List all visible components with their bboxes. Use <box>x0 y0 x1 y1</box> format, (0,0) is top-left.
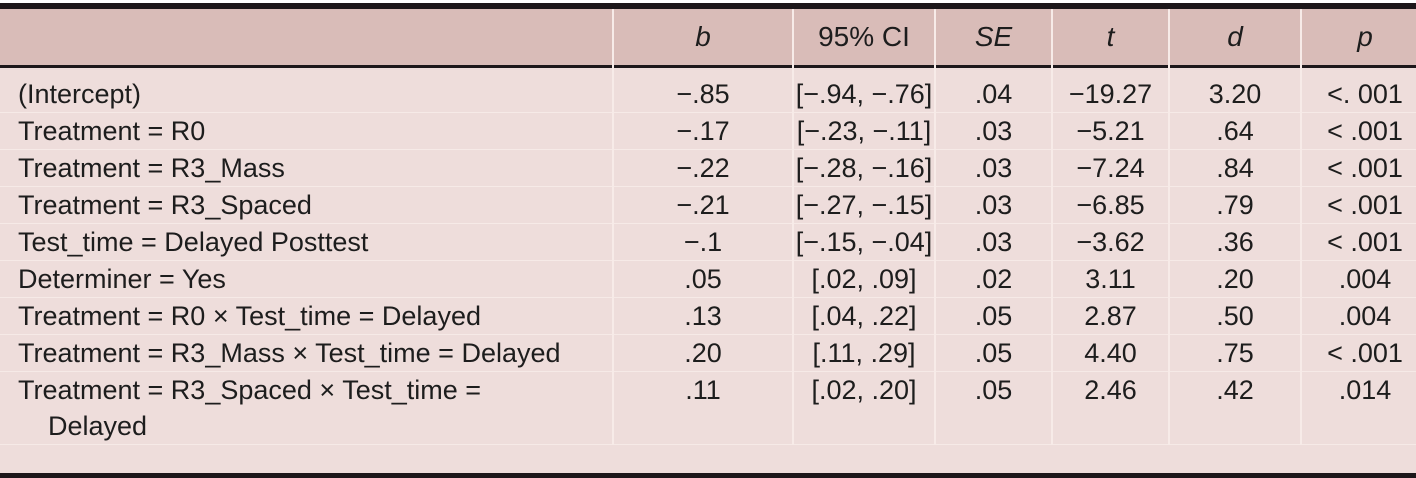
p-value-cell: < .001 <box>1302 150 1416 187</box>
ci-value-cell: [−.28, −.16] <box>794 150 934 187</box>
header-t: t <box>1053 9 1168 68</box>
table-row: Treatment = R3_Mass −.22 [−.28, −.16] .03 −7… <box>0 150 1416 187</box>
row-label-cell: Treatment = R0 <box>0 113 612 150</box>
d-value-cell: .50 <box>1170 298 1300 335</box>
table-row: Test_time = Delayed Posttest −.1 [−.15, −.… <box>0 224 1416 261</box>
p-value-cell: < .001 <box>1302 335 1416 372</box>
b-value-cell: .05 <box>614 261 792 298</box>
header-row: b 95% CI SE t d p <box>0 9 1416 68</box>
t-value-cell: 4.40 <box>1053 335 1168 372</box>
ci-value-cell: [.04, .22] <box>794 298 934 335</box>
b-value-cell: .20 <box>614 335 792 372</box>
d-value-cell: 3.20 <box>1170 68 1300 113</box>
row-label-cell: Treatment = R3_Mass <box>0 150 612 187</box>
se-value-cell: .05 <box>936 298 1051 335</box>
d-value-cell: .79 <box>1170 187 1300 224</box>
row-label-cell: (Intercept) <box>0 68 612 113</box>
d-value-cell: .36 <box>1170 224 1300 261</box>
table-row: Treatment = R3_Mass × Test_time = Delaye… <box>0 335 1416 372</box>
table-row: Treatment = R0 −.17 [−.23, −.11] .03 −5.21.6… <box>0 113 1416 150</box>
row-label-cell: Treatment = R0 × Test_time = Delayed <box>0 298 612 335</box>
se-value-cell: .02 <box>936 261 1051 298</box>
se-value-cell: .03 <box>936 187 1051 224</box>
row-label-cell: Treatment = R3_Mass × Test_time = Delaye… <box>0 335 612 372</box>
row-label-cell: Treatment = R3_Spaced × Test_time = Dela… <box>0 372 612 445</box>
t-value-cell: 2.46 <box>1053 372 1168 445</box>
p-value-cell: .014 <box>1302 372 1416 445</box>
ci-value-cell: [−.94, −.76] <box>794 68 934 113</box>
table-header: b 95% CI SE t d p <box>0 9 1416 68</box>
header-95ci: 95% CI <box>794 9 934 68</box>
ci-value-cell: [.11, .29] <box>794 335 934 372</box>
p-value-cell: .004 <box>1302 298 1416 335</box>
ci-value-cell: [−.23, −.11] <box>794 113 934 150</box>
d-value-cell: .42 <box>1170 372 1300 445</box>
table-row: (Intercept) −.85 [−.94, −.76] .04 −19.27 3.20… <box>0 68 1416 113</box>
table-row: Determiner = Yes .05 [.02, .09] .02 3.11.20.… <box>0 261 1416 298</box>
t-value-cell: −5.21 <box>1053 113 1168 150</box>
ci-value-cell: [−.27, −.15] <box>794 187 934 224</box>
se-value-cell: .05 <box>936 372 1051 445</box>
table-row: Treatment = R3_Spaced × Test_time = Dela… <box>0 372 1416 445</box>
p-value-cell: .004 <box>1302 261 1416 298</box>
row-label-cell: Test_time = Delayed Posttest <box>0 224 612 261</box>
t-value-cell: 3.11 <box>1053 261 1168 298</box>
ci-value-cell: [.02, .09] <box>794 261 934 298</box>
se-value-cell: .04 <box>936 68 1051 113</box>
header-d: d <box>1170 9 1300 68</box>
b-value-cell: −.22 <box>614 150 792 187</box>
t-value-cell: −7.24 <box>1053 150 1168 187</box>
header-b: b <box>614 9 792 68</box>
p-value-cell: < .001 <box>1302 187 1416 224</box>
d-value-cell: .84 <box>1170 150 1300 187</box>
p-value-cell: < .001 <box>1302 224 1416 261</box>
table-row: Treatment = R0 × Test_time = Delayed .13[… <box>0 298 1416 335</box>
t-value-cell: −3.62 <box>1053 224 1168 261</box>
t-value-cell: 2.87 <box>1053 298 1168 335</box>
regression-table-container: b 95% CI SE t d p (Intercept) −.85 [−.94, … <box>0 3 1416 478</box>
header-se: SE <box>936 9 1051 68</box>
p-value-cell: <. 001 <box>1302 68 1416 113</box>
se-value-cell: .03 <box>936 150 1051 187</box>
header-predictor <box>0 9 612 68</box>
d-value-cell: .20 <box>1170 261 1300 298</box>
b-value-cell: −.21 <box>614 187 792 224</box>
table-row: Treatment = R3_Spaced −.21 [−.27, −.15] .03… <box>0 187 1416 224</box>
table-body: (Intercept) −.85 [−.94, −.76] .04 −19.27 3.20… <box>0 68 1416 445</box>
row-label-cell: Treatment = R3_Spaced <box>0 187 612 224</box>
d-value-cell: .75 <box>1170 335 1300 372</box>
ci-value-cell: [.02, .20] <box>794 372 934 445</box>
p-value-cell: < .001 <box>1302 113 1416 150</box>
b-value-cell: −.17 <box>614 113 792 150</box>
row-label-cell: Determiner = Yes <box>0 261 612 298</box>
se-value-cell: .03 <box>936 113 1051 150</box>
b-value-cell: −.1 <box>614 224 792 261</box>
d-value-cell: .64 <box>1170 113 1300 150</box>
b-value-cell: −.85 <box>614 68 792 113</box>
b-value-cell: .13 <box>614 298 792 335</box>
ci-value-cell: [−.15, −.04] <box>794 224 934 261</box>
regression-results-table: b 95% CI SE t d p (Intercept) −.85 [−.94, … <box>0 9 1416 445</box>
header-p: p <box>1302 9 1416 68</box>
se-value-cell: .05 <box>936 335 1051 372</box>
t-value-cell: −19.27 <box>1053 68 1168 113</box>
t-value-cell: −6.85 <box>1053 187 1168 224</box>
se-value-cell: .03 <box>936 224 1051 261</box>
b-value-cell: .11 <box>614 372 792 445</box>
